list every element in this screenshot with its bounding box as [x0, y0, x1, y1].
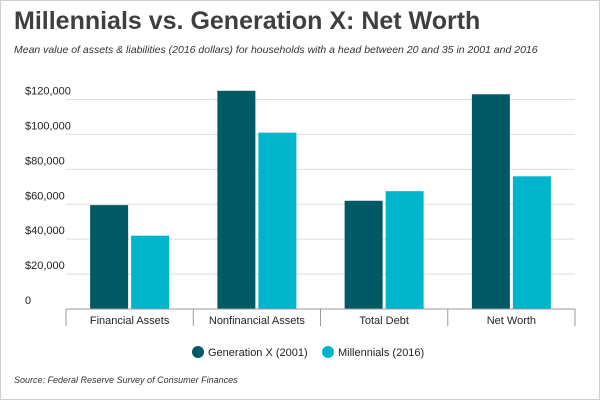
chart-subtitle: Mean value of assets & liabilities (2016… — [14, 44, 538, 56]
bar-generation-x-2001-nonfinancial-assets — [217, 90, 256, 309]
y-tick-label-40-000: $40,000 — [25, 225, 65, 237]
y-axis-tick-labels: 0 $20,000 $40,000 $60,000 $80,000 $100,000 $12… — [25, 86, 71, 308]
bars — [90, 90, 551, 309]
legend-label-generation-x-2001: Generation X (2001) — [208, 347, 308, 359]
legend-label-millennials-2016: Millennials (2016) — [338, 347, 424, 359]
bar-generation-x-2001-total-debt — [344, 200, 383, 309]
x-axis-category-labels: Financial Assets Nonfinancial Assets Total… — [90, 315, 536, 327]
y-tick-label-80-000: $80,000 — [25, 155, 65, 167]
legend-item-millennials-2016: Millennials (2016) — [322, 346, 424, 359]
x-tick-label-net-worth: Net Worth — [487, 315, 536, 327]
y-tick-label-60-000: $60,000 — [25, 190, 65, 202]
y-tick-label-100-000: $100,000 — [25, 120, 71, 132]
y-tick-label-120-000: $120,000 — [25, 86, 71, 98]
bar-millennials-2016-total-debt — [385, 191, 424, 309]
legend-swatch-millennials-2016 — [322, 346, 334, 358]
x-axis — [65, 308, 576, 326]
bar-generation-x-2001-net-worth — [471, 94, 510, 309]
chart-title: Millennials vs. Generation X: Net Worth — [14, 7, 481, 35]
bar-millennials-2016-financial-assets — [131, 235, 170, 309]
bar-generation-x-2001-financial-assets — [90, 205, 129, 309]
x-tick-label-nonfinancial-assets: Nonfinancial Assets — [209, 315, 305, 327]
legend: Generation X (2001) Millennials (2016) — [192, 346, 424, 359]
y-tick-label-20-000: $20,000 — [25, 260, 65, 272]
legend-swatch-generation-x-2001 — [192, 346, 204, 358]
x-tick-label-financial-assets: Financial Assets — [90, 315, 170, 327]
y-tick-label-0: 0 — [25, 295, 31, 307]
bar-millennials-2016-nonfinancial-assets — [258, 132, 297, 309]
legend-item-generation-x-2001: Generation X (2001) — [192, 346, 308, 359]
bar-millennials-2016-net-worth — [512, 176, 551, 309]
x-tick-label-total-debt: Total Debt — [359, 315, 409, 327]
source-note: Source: Federal Reserve Survey of Consum… — [14, 375, 238, 385]
